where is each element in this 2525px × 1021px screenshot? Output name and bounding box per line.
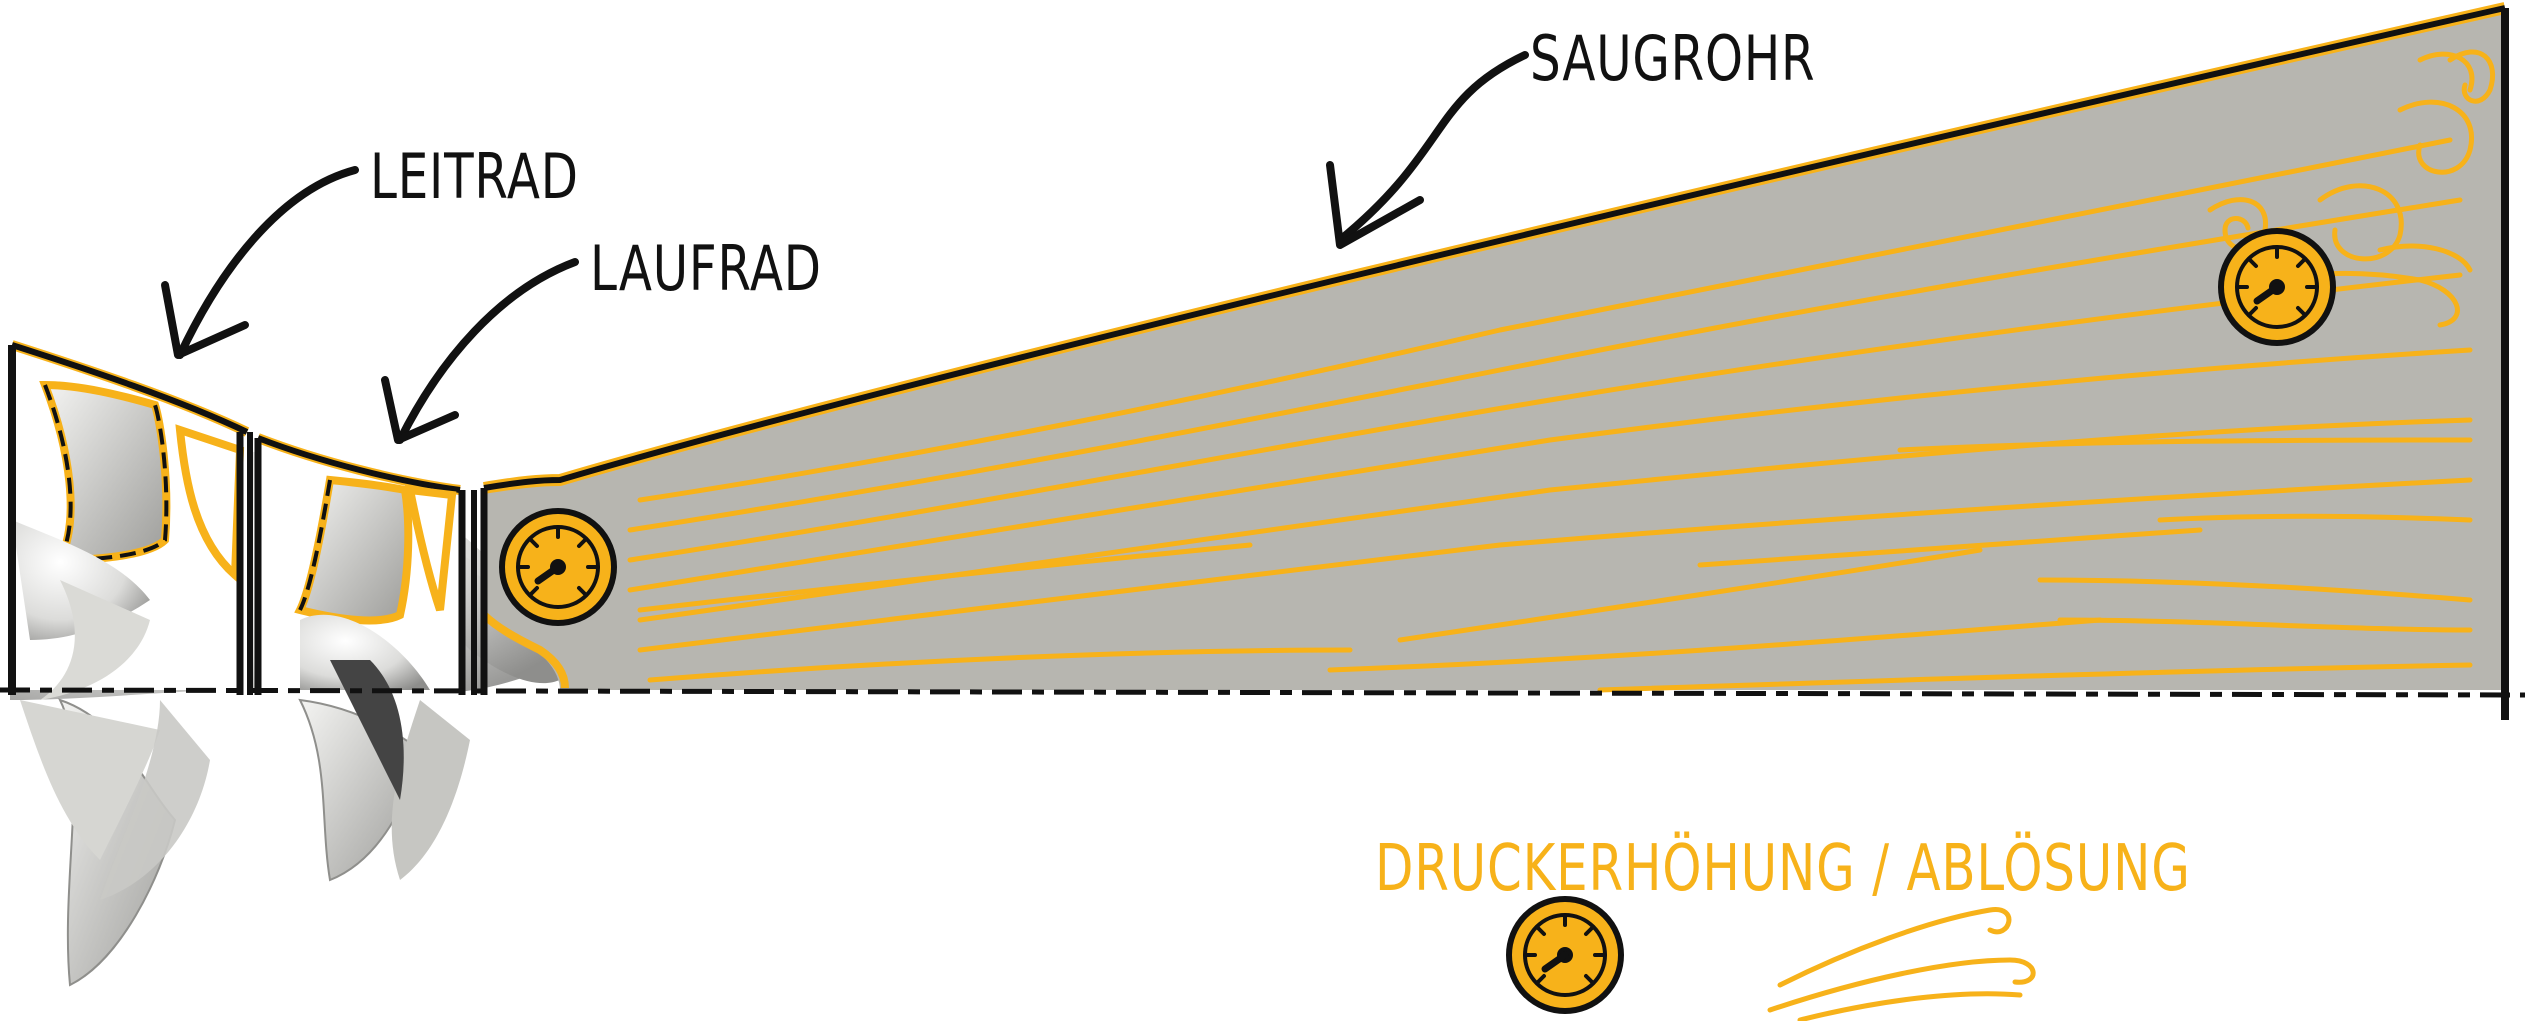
laufrad-arrow [396, 258, 579, 444]
pressure-gauge-icon [1509, 899, 1621, 1011]
arrows [161, 51, 1529, 444]
leitrad-arrow [176, 166, 359, 359]
pressure-gauge-icon [2221, 231, 2333, 343]
runner-blades-lower [20, 649, 470, 987]
stator-section [8, 340, 253, 700]
leitrad-label: LEITRAD [370, 140, 579, 213]
swirl-flow-icon [1767, 907, 2036, 1021]
pressure-gauge-icon [502, 511, 614, 623]
laufrad-arrow-head [381, 376, 459, 444]
saugrohr-arrow-head [1326, 161, 1424, 249]
legend-text: DRUCKERHÖHUNG / ABLÖSUNG [1375, 832, 2191, 906]
flow-streamlines [627, 49, 2496, 693]
saugrohr-label: SAUGROHR [1530, 22, 1816, 95]
runner-section [254, 433, 477, 800]
laufrad-label: LAUFRAD [590, 232, 822, 305]
leitrad-arrow-head [161, 281, 249, 359]
saugrohr-arrow [1336, 51, 1529, 244]
center-axis [0, 687, 2525, 698]
draft-tube [480, 2, 2509, 720]
